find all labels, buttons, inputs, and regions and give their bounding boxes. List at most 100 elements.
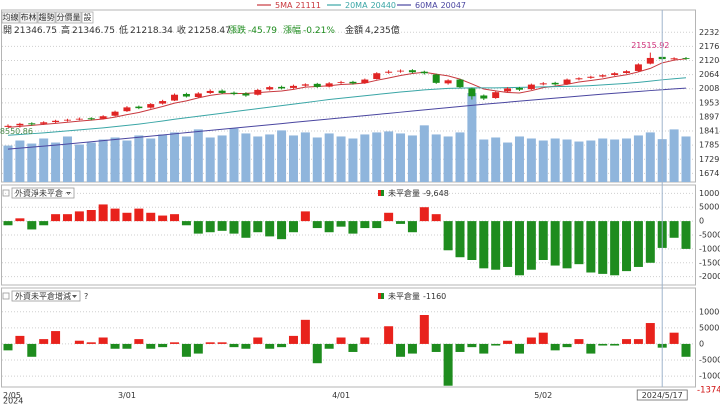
ma-line [7, 58, 687, 128]
bar [669, 332, 679, 344]
tab-label[interactable]: 布林 [21, 12, 37, 22]
tab[interactable] [1, 11, 20, 24]
change-line: 漲跌 -45.79 漲幅 -0.21% [228, 24, 335, 36]
bar [538, 332, 548, 344]
bar [419, 315, 429, 344]
collapse-icon[interactable] [2, 292, 10, 300]
tab-label[interactable]: 分價量 [57, 13, 81, 22]
legend-entry: 20MA 20440 [345, 1, 396, 10]
candle-body [111, 111, 119, 116]
bar [39, 339, 49, 344]
bar [574, 339, 584, 344]
bar [538, 221, 548, 260]
volume-bar [265, 134, 275, 182]
bar [479, 221, 489, 269]
volume-bar [336, 136, 346, 182]
bar [455, 221, 465, 258]
candle-body [230, 92, 238, 94]
bar [336, 337, 346, 344]
tab[interactable] [19, 11, 38, 24]
volume-bar [348, 138, 358, 182]
volume-bar [288, 135, 298, 182]
candle-body [623, 71, 631, 73]
tab[interactable] [81, 11, 94, 24]
y-tick-label: 20646 [699, 70, 720, 79]
candle-body [480, 95, 488, 99]
y-tick-label: 0 [699, 217, 704, 226]
legend-value: 20047 [441, 1, 466, 10]
candle-body [575, 78, 583, 80]
bar [348, 221, 358, 234]
volume-bar [241, 133, 251, 182]
cursor-label-box [636, 389, 688, 401]
volume-bar [633, 135, 643, 182]
y-tick-label: -5000 [699, 231, 720, 240]
help-icon[interactable]: ? [84, 292, 88, 301]
volume-bar [467, 92, 477, 182]
bar [384, 326, 394, 344]
legend-entry: 未平倉量 -9,648 [388, 188, 449, 198]
candle-body [599, 75, 607, 77]
volume-bar [253, 136, 263, 182]
amount-line: 金額 4,235億 [345, 24, 400, 36]
bar [396, 221, 406, 224]
y-tick-label: 18414 [699, 127, 720, 136]
volume-bar [300, 132, 310, 182]
y-tick-label: -5000 [699, 356, 720, 365]
volume-bar [586, 140, 596, 182]
dropdown[interactable] [11, 290, 81, 302]
bar [158, 215, 168, 222]
tab-label[interactable]: 設 [84, 12, 92, 22]
volume-bar [146, 138, 156, 182]
bar [526, 221, 536, 270]
tab[interactable] [37, 11, 56, 24]
tab[interactable] [55, 11, 82, 24]
bar [110, 208, 120, 222]
candle-body [325, 83, 333, 87]
y-tick-label: 17856 [699, 141, 720, 150]
candle-body [349, 81, 357, 84]
candle-body [456, 79, 464, 88]
bar [681, 343, 691, 357]
volume-bar [491, 137, 501, 182]
bar [122, 212, 132, 222]
oi-panel-frame [1, 184, 696, 286]
oi-change-panel-frame [1, 287, 696, 388]
candle-body [159, 101, 167, 104]
candle-body [63, 119, 71, 121]
volume-bar [193, 129, 203, 182]
candle-body [373, 73, 381, 80]
volume-bar [134, 135, 144, 182]
bar [526, 337, 536, 344]
candle-body [218, 90, 226, 93]
x-tick-label: 3/01 [118, 391, 136, 400]
volume-bar [98, 139, 108, 182]
bar [205, 221, 215, 233]
volume-bar [384, 131, 394, 182]
legend-entry: 60MA 20047 [415, 1, 466, 10]
bar [241, 343, 251, 349]
bar [86, 210, 96, 222]
tab-label[interactable]: 均線 [3, 12, 19, 22]
candle-body [539, 83, 547, 85]
candle-body [397, 70, 405, 72]
bar [146, 212, 156, 222]
bar [217, 221, 227, 231]
bar [98, 204, 108, 222]
y-tick-label: 18972 [699, 112, 720, 121]
bar [312, 343, 322, 364]
bar [39, 221, 49, 226]
bar [598, 343, 608, 346]
volume-bar [431, 134, 441, 182]
dropdown-label[interactable]: 外資未平倉增減 [15, 291, 71, 301]
oi-change-selector: 外資未平倉增減 ? [2, 290, 88, 302]
legend-value: -9,648 [423, 189, 449, 198]
ma-line [7, 87, 687, 150]
tab-label[interactable]: 趨勢 [39, 12, 55, 22]
candle-body [135, 106, 143, 109]
candle-body [646, 57, 654, 64]
y-tick-label: -10000 [699, 372, 720, 381]
quote-label: 開 [3, 25, 12, 36]
quote-label: 低 [119, 24, 128, 36]
